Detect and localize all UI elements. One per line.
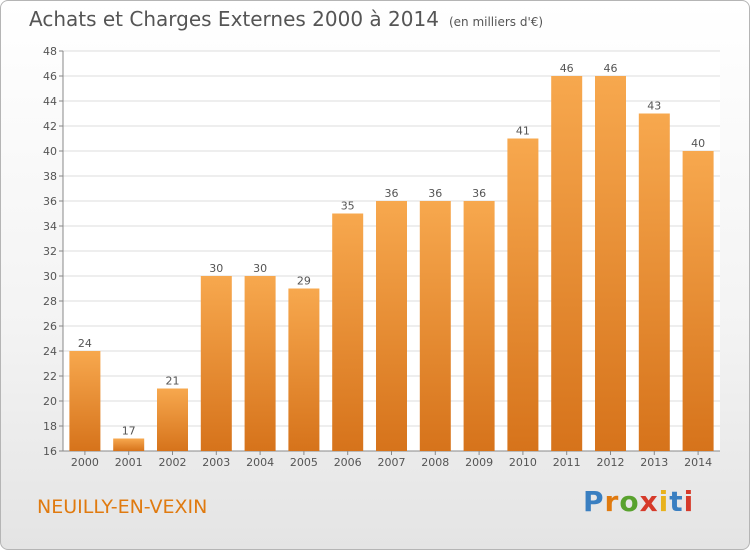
data-label: 43 — [647, 100, 661, 113]
bar — [638, 113, 670, 451]
data-label: 41 — [516, 125, 530, 138]
data-label: 29 — [297, 275, 311, 288]
proxiti-logo: Proxiti — [583, 485, 694, 518]
x-tick-label: 2013 — [640, 456, 668, 469]
y-tick-label: 40 — [43, 145, 57, 158]
bar — [157, 388, 188, 451]
data-label: 40 — [691, 137, 705, 150]
logo-letter: t — [669, 485, 684, 518]
x-tick-label: 2014 — [684, 456, 712, 469]
bar — [551, 76, 583, 451]
bar — [419, 201, 451, 451]
data-label: 17 — [122, 425, 136, 438]
data-label: 46 — [560, 62, 574, 75]
chart-title: Achats et Charges Externes 2000 à 2014 (e… — [29, 7, 543, 31]
data-label: 30 — [209, 262, 223, 275]
y-tick-label: 30 — [43, 270, 57, 283]
place-name: NEUILLY-EN-VEXIN — [37, 496, 208, 518]
y-tick-label: 42 — [43, 120, 57, 133]
y-tick-label: 38 — [43, 170, 57, 183]
data-label: 36 — [428, 187, 442, 200]
bar — [244, 276, 276, 451]
y-tick-label: 18 — [43, 420, 57, 433]
x-tick-label: 2008 — [421, 456, 449, 469]
bar — [69, 351, 101, 451]
data-label: 21 — [166, 375, 180, 388]
y-tick-label: 36 — [43, 195, 57, 208]
x-tick-label: 2004 — [246, 456, 274, 469]
bar — [507, 138, 539, 451]
x-tick-label: 2002 — [159, 456, 187, 469]
data-label: 36 — [385, 187, 399, 200]
bar — [595, 76, 626, 451]
data-label: 24 — [78, 337, 92, 350]
title-unit: (en milliers d'€) — [448, 15, 544, 29]
bar — [682, 151, 714, 451]
bar — [288, 288, 320, 451]
x-tick-label: 2009 — [465, 456, 493, 469]
x-tick-label: 2011 — [553, 456, 581, 469]
bar — [376, 201, 407, 451]
data-label: 36 — [472, 187, 486, 200]
y-tick-label: 44 — [43, 95, 57, 108]
bar — [332, 213, 364, 451]
y-tick-label: 24 — [43, 345, 57, 358]
bar — [463, 201, 495, 451]
y-tick-label: 16 — [43, 445, 57, 458]
logo-letter: i — [683, 485, 695, 518]
x-tick-label: 2003 — [202, 456, 230, 469]
data-label: 30 — [253, 262, 267, 275]
bar — [200, 276, 232, 451]
data-label: 35 — [341, 200, 355, 213]
x-tick-label: 2012 — [597, 456, 625, 469]
x-tick-label: 2000 — [71, 456, 99, 469]
logo-letter: x — [639, 485, 659, 518]
title-text: Achats et Charges Externes 2000 à 2014 — [29, 7, 439, 31]
x-tick-label: 2005 — [290, 456, 318, 469]
data-label: 46 — [604, 62, 618, 75]
y-tick-label: 48 — [43, 45, 57, 58]
y-tick-label: 46 — [43, 70, 57, 83]
bar — [113, 438, 145, 451]
y-tick-label: 26 — [43, 320, 57, 333]
y-tick-label: 20 — [43, 395, 57, 408]
y-tick-label: 34 — [43, 220, 57, 233]
x-tick-label: 2010 — [509, 456, 537, 469]
logo-letter: i — [658, 485, 670, 518]
logo-letter: o — [619, 485, 640, 518]
y-tick-label: 28 — [43, 295, 57, 308]
x-tick-label: 2007 — [378, 456, 406, 469]
logo-letter: r — [604, 485, 620, 518]
x-tick-label: 2001 — [115, 456, 143, 469]
y-tick-label: 32 — [43, 245, 57, 258]
x-tick-label: 2006 — [334, 456, 362, 469]
y-tick-label: 22 — [43, 370, 57, 383]
logo-letter: P — [583, 485, 605, 518]
